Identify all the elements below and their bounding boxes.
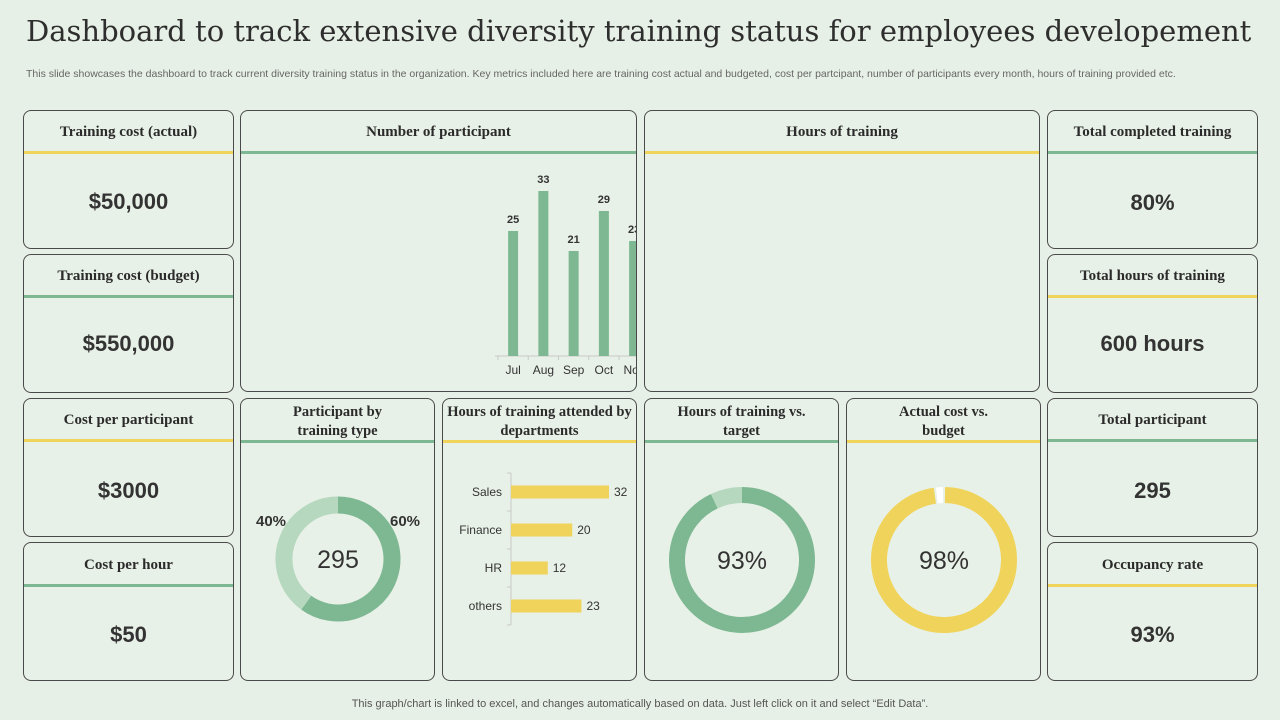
bar-finance <box>511 523 573 537</box>
kpi-value: 93% <box>1130 622 1175 647</box>
kpi-value: 80% <box>1130 190 1175 215</box>
card-title: Hours of training attended by department… <box>447 404 632 439</box>
kpi-value: $50,000 <box>88 189 169 214</box>
departments-bar-chart: 32 Sales 20 Finance 12 HR 23 others <box>459 472 628 626</box>
donut-slice-1 <box>669 487 815 633</box>
x-tick-label: Aug <box>533 363 554 377</box>
footer-note: This graph/chart is linked to excel, and… <box>351 698 929 710</box>
x-tick-label: Jul <box>505 363 520 377</box>
kpi-value: $50 <box>110 622 147 647</box>
data-label: 21 <box>568 234 580 246</box>
kpi-card-cost-per-hour[interactable]: Cost per hour $50 <box>23 542 234 681</box>
data-label: 20 <box>577 523 591 537</box>
data-label: 12 <box>553 561 567 575</box>
donut-slice-2 <box>710 487 743 509</box>
card-title: Training cost (actual) <box>59 124 198 140</box>
card-title: Participant by training type <box>292 404 382 439</box>
card-title: Total completed training <box>1073 124 1232 140</box>
donut-slice-1 <box>871 487 1017 633</box>
card-divider <box>847 440 1040 443</box>
data-label: 23 <box>586 599 600 613</box>
slice-label: 40% <box>256 513 286 530</box>
kpi-value: 600 hours <box>1100 331 1205 356</box>
participant-type-donut: 295 40% 60% <box>256 496 420 622</box>
y-tick-label: others <box>469 599 502 613</box>
kpi-card-training-cost-actual[interactable]: Training cost (actual) $50,000 <box>23 110 234 249</box>
card-title: Actual cost vs. budget <box>898 404 988 439</box>
donut-center-label: 98% <box>919 547 969 575</box>
card-divider <box>24 295 233 298</box>
card-divider <box>645 151 1039 154</box>
kpi-value: $3000 <box>97 478 160 503</box>
hours-chart-card[interactable]: Hours of training 107Jul199Aug155Sep129O… <box>644 110 1040 392</box>
card-title: Training cost (budget) <box>57 268 200 284</box>
donut-slice-1 <box>275 496 339 610</box>
data-label: 32 <box>614 485 628 499</box>
kpi-card-occupancy-rate[interactable]: Occupancy rate 93% <box>1047 542 1258 681</box>
card-divider <box>1048 151 1257 154</box>
card-divider <box>24 439 233 442</box>
donut-slice-2 <box>301 496 401 622</box>
bar-sep <box>568 251 579 356</box>
card-divider <box>443 440 636 443</box>
slice-label: 60% <box>390 513 420 530</box>
data-label: 29 <box>598 194 610 206</box>
card-title: Total hours of training <box>1080 268 1225 284</box>
card-divider <box>241 151 636 154</box>
card-title: Occupancy rate <box>1101 557 1204 573</box>
donut-center-label: 295 <box>317 546 359 574</box>
participant-type-card[interactable]: Participant by training type 295 40% 60% <box>240 398 435 681</box>
data-label: 33 <box>537 174 549 186</box>
x-tick-label: Sep <box>563 363 585 377</box>
x-tick-label: Oct <box>595 363 614 377</box>
participants-bar-chart: 25Jul33Aug21Sep29Oct23Nov28Dec27Jan26Feb… <box>495 174 637 377</box>
hours-vs-target-card[interactable]: Hours of training vs. target 93% <box>644 398 839 681</box>
card-divider <box>24 151 233 154</box>
departments-card[interactable]: Hours of training attended by department… <box>442 398 637 681</box>
card-title: Cost per participant <box>63 412 194 428</box>
bar-aug <box>538 191 549 356</box>
kpi-card-total-completed-training[interactable]: Total completed training 80% <box>1047 110 1258 249</box>
card-divider <box>645 440 838 443</box>
card-title: Hours of training <box>786 124 898 140</box>
y-tick-label: Sales <box>472 485 502 499</box>
card-title: Total participant <box>1098 412 1207 428</box>
card-divider <box>1048 295 1257 298</box>
kpi-value: $550,000 <box>82 331 175 356</box>
hours-vs-target-donut: 93% <box>669 487 815 633</box>
cost-vs-budget-donut: 98% <box>871 487 1017 633</box>
card-divider <box>1048 439 1257 442</box>
hours-bar-chart: 107Jul199Aug155Sep129Oct136Nov145Dec123J… <box>645 153 1040 392</box>
card-divider <box>1048 584 1257 587</box>
card-divider <box>24 584 233 587</box>
y-tick-label: Finance <box>459 523 502 537</box>
bar-sales <box>511 485 609 499</box>
kpi-card-total-participant[interactable]: Total participant 295 <box>1047 398 1258 537</box>
participants-chart-card[interactable]: Number of participant 25 Jul 33 Aug 21 Sep 29 O… <box>240 110 637 392</box>
page-subtitle: This slide showcases the dashboard to tr… <box>26 68 1176 80</box>
bar-jul <box>508 231 519 356</box>
cost-vs-budget-card[interactable]: Actual cost vs. budget 98% <box>846 398 1041 681</box>
bar-nov <box>629 241 636 356</box>
kpi-card-training-cost-budget[interactable]: Training cost (budget) $550,000 <box>23 254 234 393</box>
kpi-card-total-hours-training[interactable]: Total hours of training 600 hours <box>1047 254 1258 393</box>
page-title: Dashboard to track extensive diversity t… <box>26 14 1252 48</box>
card-title: Number of participant <box>366 124 511 140</box>
data-label: 23 <box>628 224 637 236</box>
card-divider <box>241 440 434 443</box>
x-tick-label: Nov <box>623 363 637 377</box>
bar-hr <box>511 561 548 575</box>
data-label: 25 <box>507 214 519 226</box>
kpi-card-cost-per-participant[interactable]: Cost per participant $3000 <box>23 398 234 537</box>
bar-oct <box>598 211 609 356</box>
y-tick-label: HR <box>485 561 503 575</box>
bar-others <box>511 599 582 613</box>
card-title: Cost per hour <box>84 557 173 573</box>
kpi-value: 295 <box>1134 478 1171 503</box>
card-title: Hours of training vs. target <box>677 404 806 439</box>
donut-center-label: 93% <box>717 547 767 575</box>
